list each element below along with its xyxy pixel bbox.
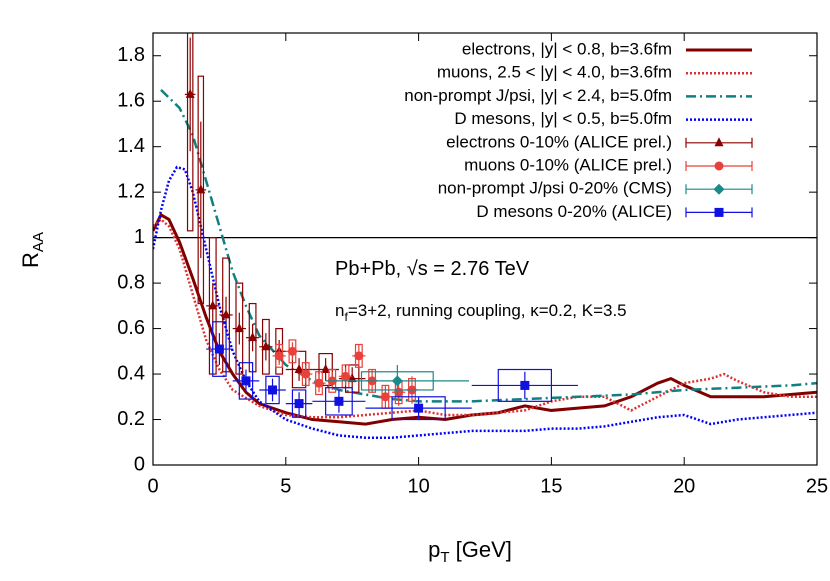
data-point — [241, 376, 251, 386]
annotation-rest: =3+2, running coupling, κ=0.2, K=3.5 — [348, 301, 627, 320]
x-tick-label: 5 — [280, 475, 291, 497]
legend-marker — [714, 207, 724, 217]
data-point — [294, 399, 304, 409]
data-point — [274, 351, 284, 361]
legend-label: non-prompt J/psi 0-20% (CMS) — [438, 179, 672, 198]
data-point — [394, 387, 404, 397]
legend-label: non-prompt J/psi, |y| < 2.4, b=5.0fm — [404, 86, 672, 105]
y-tick-label: 1.6 — [117, 89, 145, 111]
y-tick-label: 0.2 — [117, 408, 145, 430]
y-label-main: R — [18, 252, 43, 268]
data-point — [248, 332, 258, 342]
x-tick-label: 15 — [540, 475, 562, 497]
data-point — [196, 184, 206, 194]
annotation-text: Pb+Pb, √s = 2.76 TeV — [335, 258, 530, 280]
data-point — [314, 378, 324, 388]
annotation-sub: f — [344, 310, 348, 324]
data-point — [341, 371, 351, 381]
legend-label: D mesons, |y| < 0.5, b=5.0fm — [454, 109, 672, 128]
data-point — [268, 385, 278, 395]
x-tick-label: 0 — [147, 475, 158, 497]
data-point — [520, 380, 530, 390]
x-tick-label: 10 — [407, 475, 429, 497]
plot-area — [153, 33, 817, 439]
plot-frame — [152, 32, 818, 466]
data-point — [185, 88, 195, 98]
data-point — [414, 403, 424, 413]
y-tick-label: 0.4 — [117, 362, 145, 384]
curve — [160, 88, 817, 403]
data-point — [347, 373, 357, 383]
annotation: nf=3+2, running coupling, κ=0.2, K=3.5 — [335, 301, 627, 324]
data-point — [214, 344, 224, 354]
y-tick-label: 1.4 — [117, 135, 145, 157]
data-point — [334, 396, 344, 406]
annotation-main: n — [335, 301, 344, 320]
legend-label: D mesons 0-20% (ALICE) — [476, 202, 672, 221]
y-tick-label: 1 — [134, 226, 145, 248]
data-point — [354, 351, 364, 361]
data-point — [294, 364, 304, 374]
data-point — [380, 392, 390, 402]
legend-label: electrons, |y| < 0.8, b=3.6fm — [462, 39, 672, 58]
x-label-rest: [GeV] — [450, 537, 512, 562]
y-axis-label: RAA — [18, 232, 47, 268]
legend-marker — [714, 161, 724, 171]
x-tick-label: 25 — [806, 475, 828, 497]
legend-label: muons, 2.5 < |y| < 4.0, b=3.6fm — [437, 63, 672, 82]
legend-label: muons 0-10% (ALICE prel.) — [464, 155, 672, 174]
data-point — [287, 346, 297, 356]
curve — [153, 165, 817, 439]
data-point — [208, 300, 218, 310]
y-tick-label: 1.2 — [117, 180, 145, 202]
data-point — [221, 309, 231, 319]
data-point — [391, 375, 403, 387]
y-tick-label: 1.8 — [117, 44, 145, 66]
legend-marker — [713, 183, 725, 195]
data-point — [321, 364, 331, 374]
x-axis-label: pT [GeV] — [428, 537, 512, 566]
x-label-sub: T — [440, 549, 449, 566]
data-point — [234, 323, 244, 333]
annotation: Pb+Pb, √s = 2.76 TeV — [335, 258, 530, 280]
data-point — [261, 341, 271, 351]
y-tick-label: 0.8 — [117, 271, 145, 293]
y-label-sub: AA — [30, 232, 47, 252]
legend-marker — [714, 137, 724, 147]
data-point — [301, 369, 311, 379]
x-label-main: p — [428, 537, 440, 562]
y-tick-label: 0 — [134, 453, 145, 475]
y-tick-label: 0.6 — [117, 317, 145, 339]
x-tick-label: 20 — [673, 475, 695, 497]
legend-label: electrons 0-10% (ALICE prel.) — [446, 132, 672, 151]
